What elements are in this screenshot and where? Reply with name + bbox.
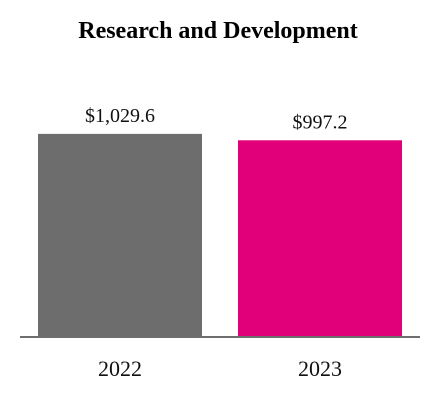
bars-group xyxy=(38,133,402,337)
bar-2022 xyxy=(38,133,202,337)
value-label-2022: $1,029.6 xyxy=(85,105,155,127)
bar-2023 xyxy=(238,140,402,337)
chart-title: Research and Development xyxy=(78,18,358,44)
value-label-2023: $997.2 xyxy=(293,111,348,133)
x-tick-label-2022: 2022 xyxy=(98,356,142,381)
value-labels-group: $1,029.6 $997.2 xyxy=(85,105,348,133)
x-tick-labels-group: 2022 2023 xyxy=(98,356,342,381)
x-tick-label-2023: 2023 xyxy=(298,356,342,381)
